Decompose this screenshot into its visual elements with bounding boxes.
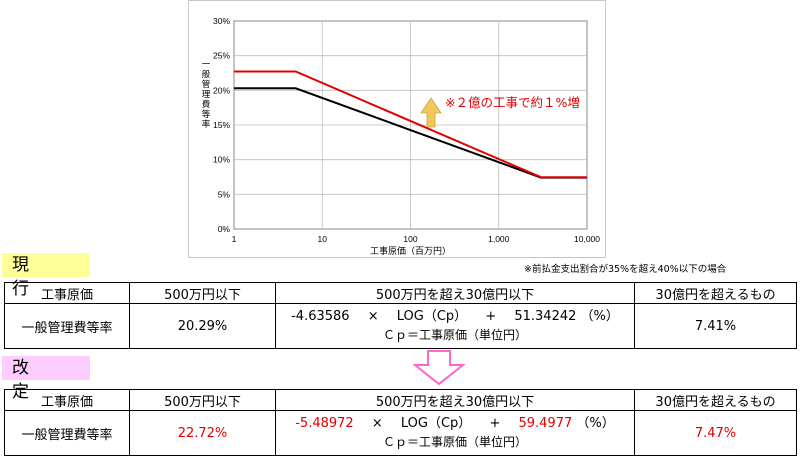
row-label: 一般管理費等率 xyxy=(4,410,130,456)
line-chart: 0% 5% 10% 15% 20% 25% 30% 1 10 100 1,000 10,000 工事原価… xyxy=(202,16,601,257)
y-axis-label-char: 等 xyxy=(202,109,211,120)
table-row: 一般管理費等率 20.29% -4.63586 × LOG（Cp） + 51.3… xyxy=(4,303,797,349)
unit: （%） xyxy=(576,416,615,431)
header-mid: 500万円を超え30億円以下 xyxy=(275,282,635,304)
formula-line: -4.63586 × LOG（Cp） + 51.34242 （%） xyxy=(276,308,634,326)
plus-sign: + xyxy=(489,416,501,431)
formula-note: Ｃｐ＝工事原価（単位円） xyxy=(382,435,527,449)
unit: （%） xyxy=(580,309,619,324)
rate-high: 7.47% xyxy=(634,410,797,456)
y-tick-label: 15% xyxy=(213,120,230,130)
log-term: LOG（Cp） xyxy=(396,309,468,324)
y-tick-label: 20% xyxy=(213,85,230,95)
times-sign: × xyxy=(371,416,383,431)
plus-sign: + xyxy=(485,309,497,324)
current-rate-table: 工事原価 500万円以下 500万円を超え30億円以下 30億円を超えるもの 一… xyxy=(4,282,797,349)
formula-note: Ｃｐ＝工事原価（単位円） xyxy=(382,328,527,342)
down-arrow-icon xyxy=(413,350,465,386)
x-axis-label: 工事原価（百万円） xyxy=(370,245,451,257)
chart-panel: 0% 5% 10% 15% 20% 25% 30% 1 10 100 1,000 10,000 工事原価… xyxy=(188,0,606,258)
coef-a: -4.63586 xyxy=(291,309,350,324)
header-high: 30億円を超えるもの xyxy=(634,282,797,304)
coef-a: -5.48972 xyxy=(295,416,354,431)
rate-formula: -5.48972 × LOG（Cp） + 59.4977 （%） Ｃｐ＝工事原価… xyxy=(275,410,635,456)
coef-b: 51.34242 xyxy=(514,309,577,324)
times-sign: × xyxy=(367,309,379,324)
rate-low: 20.29% xyxy=(129,303,276,349)
rate-formula: -4.63586 × LOG（Cp） + 51.34242 （%） Ｃｐ＝工事原… xyxy=(275,303,635,349)
x-tick-label: 1 xyxy=(232,234,237,244)
series-line-1 xyxy=(234,70,587,179)
revised-section-label: 改 定 xyxy=(2,356,90,402)
y-axis-label-char: 費 xyxy=(202,99,211,110)
y-tick-label: 30% xyxy=(213,16,230,26)
y-axis-label-char: 管 xyxy=(202,79,211,90)
y-tick-label: 5% xyxy=(218,189,231,199)
y-axis-label-char: 率 xyxy=(202,119,211,130)
header-high: 30億円を超えるもの xyxy=(634,389,797,411)
y-tick-label: 25% xyxy=(213,51,230,61)
rate-high: 7.41% xyxy=(634,303,797,349)
header-low: 500万円以下 xyxy=(129,389,276,411)
log-term: LOG（Cp） xyxy=(400,416,472,431)
x-tick-label: 10,000 xyxy=(574,234,600,244)
header-cost: 工事原価 xyxy=(4,282,130,304)
y-tick-label: 0% xyxy=(218,224,231,234)
revised-rate-table: 工事原価 500万円以下 500万円を超え30億円以下 30億円を超えるもの 一… xyxy=(4,389,797,456)
header-cost: 工事原価 xyxy=(4,389,130,411)
y-tick-label: 10% xyxy=(213,155,230,165)
table-header-row: 工事原価 500万円以下 500万円を超え30億円以下 30億円を超えるもの xyxy=(4,389,797,411)
table-header-row: 工事原価 500万円以下 500万円を超え30億円以下 30億円を超えるもの xyxy=(4,282,797,304)
table-row: 一般管理費等率 22.72% -5.48972 × LOG（Cp） + 59.4… xyxy=(4,410,797,456)
y-axis-label-char: 理 xyxy=(202,90,211,100)
coef-b: 59.4977 xyxy=(518,416,573,431)
rate-low: 22.72% xyxy=(129,410,276,456)
header-mid: 500万円を超え30億円以下 xyxy=(275,389,635,411)
x-tick-label: 100 xyxy=(403,234,417,244)
increase-arrow-icon xyxy=(420,97,442,128)
y-axis-label-char: 般 xyxy=(202,69,211,80)
y-axis-label-char: 一 xyxy=(202,60,211,70)
row-label: 一般管理費等率 xyxy=(4,303,130,349)
x-tick-label: 10 xyxy=(318,234,328,244)
current-section-label: 現 行 xyxy=(2,253,90,299)
x-tick-label: 1,000 xyxy=(488,234,510,244)
chart-annotation: ※２億の工事で約１%増 xyxy=(445,95,580,110)
formula-line: -5.48972 × LOG（Cp） + 59.4977 （%） xyxy=(276,415,634,433)
header-low: 500万円以下 xyxy=(129,282,276,304)
condition-note: ※前払金支出割合が35%を超え40%以下の場合 xyxy=(524,264,727,275)
down-arrow-shape xyxy=(413,350,465,386)
